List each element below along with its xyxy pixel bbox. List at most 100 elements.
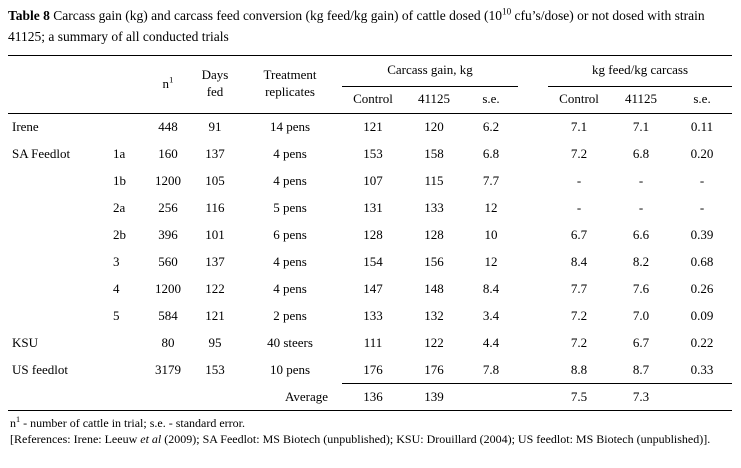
cell-cg-41125: 132 <box>424 307 444 323</box>
cell-fc-41125: 6.7 <box>632 334 650 350</box>
cell-fc-se: - <box>699 172 705 188</box>
cell-cg-control: 153 <box>363 145 383 161</box>
cell-trial <box>8 221 106 248</box>
corner-header <box>8 55 144 114</box>
footnote-n-superscript: 1 <box>16 414 21 424</box>
cell-cg-control: 128 <box>363 226 383 242</box>
cell-cg-se: 7.8 <box>482 361 500 377</box>
cell-cg-41125: 148 <box>424 280 444 296</box>
table-row: 3 560 137 4 pens 154 156 12 8.4 8.2 0.68 <box>8 248 732 275</box>
cell-fc-se: 0.22 <box>690 334 714 350</box>
cell-replicates: 4 pens <box>273 280 307 296</box>
cell-subtrial: 5 <box>113 307 120 323</box>
table-row: 2a 256 116 5 pens 131 133 12 - - - <box>8 194 732 221</box>
cell-trial <box>8 194 106 221</box>
table-row: KSU 80 95 40 steers 111 122 4.4 7.2 6.7 … <box>8 329 732 356</box>
references-text-post: (2009); SA Feedlot: MS Biotech (unpublis… <box>161 432 711 447</box>
cell-fc-se: 0.33 <box>690 361 714 377</box>
average-fc-41125: 7.3 <box>610 382 673 411</box>
table-row: US feedlot 3179 153 10 pens 176 176 7.8 … <box>8 356 732 383</box>
footnote-definitions: n1 - number of cattle in trial; s.e. - s… <box>10 415 734 432</box>
average-cg-41125: 139 <box>404 382 464 411</box>
cell-replicates: 2 pens <box>273 307 307 323</box>
cell-cg-control: 111 <box>363 334 383 350</box>
table-row: SA Feedlot 1a 160 137 4 pens 153 158 6.8… <box>8 140 732 167</box>
cell-days-fed: 121 <box>205 307 225 323</box>
cell-cg-41125: 115 <box>424 172 444 188</box>
table-caption: Table 8 Carcass gain (kg) and carcass fe… <box>8 6 734 48</box>
trials-table: n1 Days fed Treatment replicates Carcass g… <box>8 54 733 411</box>
cell-cg-control: 131 <box>363 199 383 215</box>
cell-cg-41125: 156 <box>424 253 444 269</box>
cell-fc-control: 7.1 <box>570 119 588 135</box>
cell-gap <box>518 302 548 329</box>
cell-subtrial <box>106 329 144 356</box>
cell-subtrial: 1b <box>113 172 126 188</box>
col-header-n: n1 <box>144 55 192 114</box>
cell-replicates: 40 steers <box>267 334 313 350</box>
cell-fc-control: 7.2 <box>570 307 588 323</box>
average-gap <box>518 382 549 411</box>
cell-fc-41125: 7.0 <box>632 307 650 323</box>
cell-subtrial: 2a <box>113 199 126 215</box>
cell-fc-control: - <box>576 199 582 215</box>
cell-n: 3179 <box>155 361 181 377</box>
cell-replicates: 4 pens <box>273 172 307 188</box>
cell-cg-se: 3.4 <box>482 307 500 323</box>
cell-trial <box>8 275 106 302</box>
cell-fc-41125: 8.2 <box>632 253 650 269</box>
cell-cg-control: 121 <box>363 119 383 135</box>
cell-gap <box>518 140 548 167</box>
cell-replicates: 4 pens <box>273 145 307 161</box>
cell-cg-se: 6.2 <box>482 119 500 135</box>
caption-text-pre: Carcass gain (kg) and carcass feed conve… <box>49 8 502 23</box>
average-fc-control: 7.5 <box>548 382 611 411</box>
average-label: Average <box>8 383 342 411</box>
cell-cg-41125: 120 <box>424 119 444 135</box>
cell-cg-se: 10 <box>484 226 498 242</box>
cell-cg-control: 176 <box>363 361 383 377</box>
cell-fc-se: 0.26 <box>690 280 714 296</box>
cell-days-fed: 153 <box>205 361 225 377</box>
cell-fc-se: 0.39 <box>690 226 714 242</box>
cell-fc-se: 0.68 <box>690 253 714 269</box>
cell-gap <box>518 167 548 194</box>
table-footnotes: n1 - number of cattle in trial; s.e. - s… <box>8 415 734 448</box>
cell-gap <box>518 113 548 140</box>
col-header-fc-41125: 41125 <box>610 86 673 114</box>
references-text-pre: [References: Irene: Leeuw <box>10 432 141 447</box>
cell-fc-41125: 6.6 <box>632 226 650 242</box>
cell-fc-41125: 8.7 <box>632 361 650 377</box>
n-label: n <box>162 75 170 91</box>
col-header-treatment-replicates: Treatment replicates <box>238 55 342 114</box>
cell-fc-41125: 6.8 <box>632 145 650 161</box>
footnote-references: [References: Irene: Leeuw et al (2009); … <box>10 431 734 448</box>
cell-n: 80 <box>161 334 175 350</box>
cell-fc-41125: - <box>638 172 644 188</box>
cell-subtrial: 3 <box>113 253 120 269</box>
cell-fc-control: 7.7 <box>570 280 588 296</box>
cell-n: 1200 <box>155 280 181 296</box>
average-fc-se <box>672 382 733 411</box>
cell-cg-41125: 128 <box>424 226 444 242</box>
footnote-definitions-text: - number of cattle in trial; s.e. - stan… <box>20 415 245 430</box>
cell-cg-se: 6.8 <box>482 145 500 161</box>
cell-cg-control: 133 <box>363 307 383 323</box>
footnote-n-label: n <box>10 415 16 430</box>
cell-trial <box>8 167 106 194</box>
group-gap <box>518 55 549 114</box>
cell-cg-se: 8.4 <box>482 280 500 296</box>
cell-gap <box>518 275 548 302</box>
cell-days-fed: 116 <box>205 199 225 215</box>
table-row: 2b 396 101 6 pens 128 128 10 6.7 6.6 0.3… <box>8 221 732 248</box>
cell-trial: US feedlot <box>12 361 68 377</box>
cell-fc-se: - <box>699 199 705 215</box>
cell-days-fed: 122 <box>205 280 225 296</box>
paper-page: Table 8 Carcass gain (kg) and carcass fe… <box>8 6 734 448</box>
cell-fc-control: 6.7 <box>570 226 588 242</box>
cell-subtrial: 2b <box>113 226 126 242</box>
cell-subtrial: 1a <box>113 145 126 161</box>
cell-subtrial <box>106 356 144 383</box>
cell-replicates: 10 pens <box>269 361 311 377</box>
col-header-days-fed: Days fed <box>192 55 238 114</box>
